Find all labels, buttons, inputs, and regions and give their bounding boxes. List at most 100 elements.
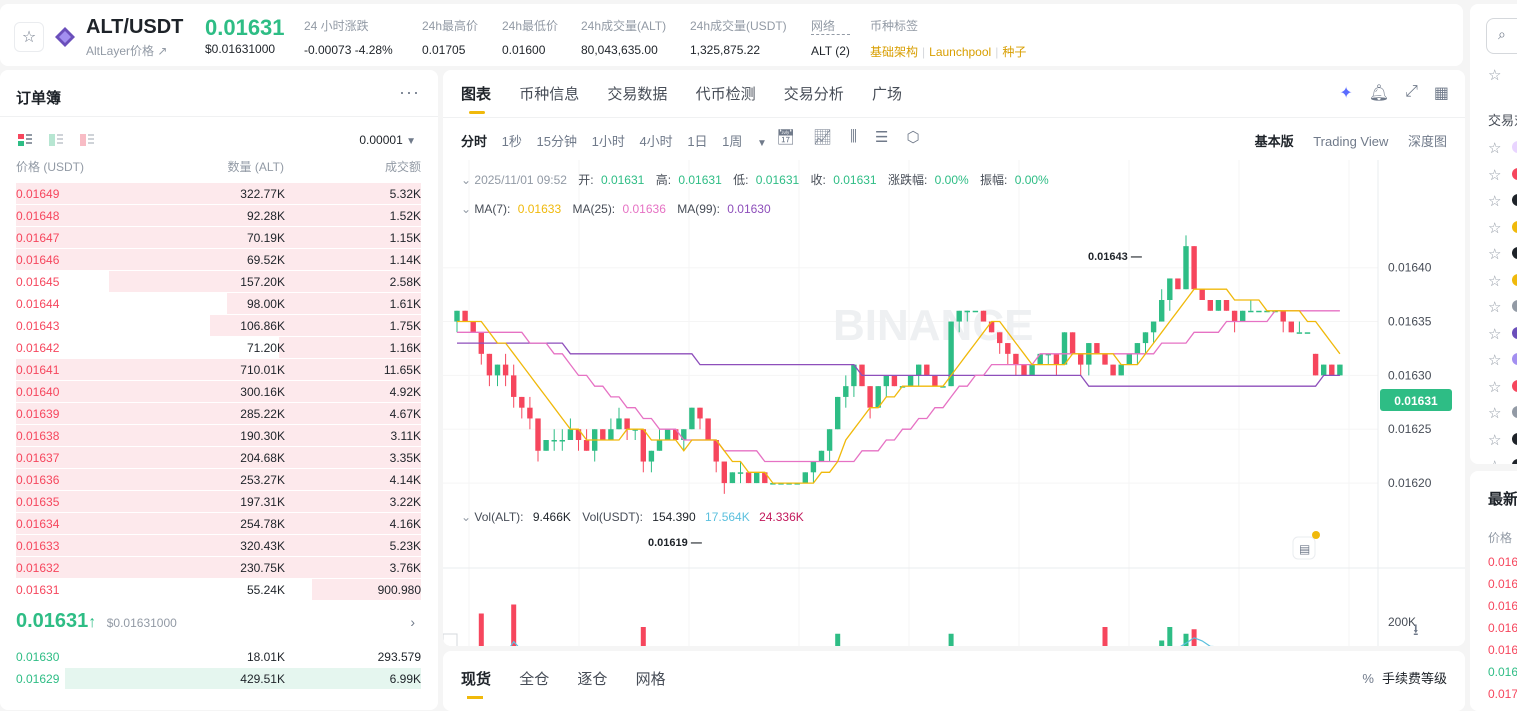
candle-body <box>1078 353 1084 365</box>
tab-cross[interactable]: 全仓 <box>519 671 550 688</box>
bid-row[interactable]: 0.01630 18.01K 293.579 <box>0 646 438 668</box>
tab-trading-data[interactable]: 交易数据 <box>607 86 668 103</box>
tab-coin-info[interactable]: 币种信息 <box>519 86 580 103</box>
pair-coin-icon <box>1512 141 1517 153</box>
tag-launchpool[interactable]: Launchpool <box>929 45 992 59</box>
pair-favorite-star-icon[interactable]: ☆ <box>1488 140 1502 157</box>
ask-row[interactable]: 0.01647 70.19K 1.15K <box>0 227 438 249</box>
candle-body <box>1005 343 1011 354</box>
ask-row[interactable]: 0.01637 204.68K 3.35K <box>0 447 438 469</box>
ask-row[interactable]: 0.01631 55.24K 900.980 <box>0 579 438 601</box>
tab-chart[interactable]: 图表 <box>461 86 492 103</box>
chart-note-icon[interactable]: ▤ <box>1292 531 1320 560</box>
interval-time[interactable]: 分时 <box>461 134 488 149</box>
ask-row[interactable]: 0.01634 254.78K 4.16K <box>0 513 438 535</box>
interval-1s[interactable]: 1秒 <box>501 134 522 149</box>
ask-row[interactable]: 0.01646 69.52K 1.14K <box>0 249 438 271</box>
candle-body <box>875 386 881 408</box>
ask-depth-bar <box>16 183 421 204</box>
candle-body <box>721 461 727 484</box>
scroll-left-icon[interactable]: › <box>443 633 458 646</box>
ask-row[interactable]: 0.01635 197.31K 3.22K <box>0 491 438 513</box>
ask-row[interactable]: 0.01644 98.00K 1.61K <box>0 293 438 315</box>
tab-isolated[interactable]: 逐仓 <box>577 671 608 688</box>
ask-row[interactable]: 0.01648 92.28K 1.52K <box>0 205 438 227</box>
interval-1d[interactable]: 1日 <box>687 134 708 149</box>
pair-favorite-star-icon[interactable]: ☆ <box>1488 457 1501 464</box>
pair-favorite-star-icon[interactable]: ☆ <box>1488 405 1502 422</box>
tab-spot[interactable]: 现货 <box>461 671 492 688</box>
fee-level-link[interactable]: % 手续费等级 <box>1362 671 1447 686</box>
candle-body <box>754 472 760 484</box>
reset-scale-icon[interactable]: ⭳ <box>1413 622 1419 639</box>
ask-row[interactable]: 0.01649 322.77K 5.32K <box>0 183 438 205</box>
bid-row[interactable]: 0.01629 429.51K 6.99K <box>0 668 438 690</box>
tab-square[interactable]: 广场 <box>871 86 902 103</box>
view-tradingview[interactable]: Trading View <box>1313 134 1389 149</box>
ask-row[interactable]: 0.01636 253.27K 4.14K <box>0 469 438 491</box>
ask-row[interactable]: 0.01642 71.20K 1.16K <box>0 337 438 359</box>
ask-total: 1.15K <box>389 231 421 245</box>
ask-row[interactable]: 0.01641 710.01K 11.65K <box>0 359 438 381</box>
ask-depth-bar <box>312 579 421 600</box>
ask-row[interactable]: 0.01639 285.22K 4.67K <box>0 403 438 425</box>
tab-trade-analysis[interactable]: 交易分析 <box>783 86 844 103</box>
stat-network[interactable]: 网络 ALT (2) <box>811 19 850 58</box>
pair-favorite-star-icon[interactable]: ☆ <box>1488 166 1502 184</box>
pair-favorite-star-icon[interactable]: ☆ <box>1488 246 1502 263</box>
calendar-icon[interactable]: 📅︎ <box>776 129 796 146</box>
fullscreen-icon[interactable]: ⤢ <box>1405 83 1418 100</box>
view-basic[interactable]: 基本版 <box>1254 134 1294 149</box>
indicator-icon[interactable]: 📈︎ <box>813 129 833 146</box>
pair-favorite-star-icon[interactable]: ☆ <box>1488 193 1502 210</box>
up-arrow-icon: ↑ <box>88 614 97 631</box>
ask-row[interactable]: 0.01632 230.75K 3.76K <box>0 557 438 579</box>
favorite-star-icon[interactable]: ☆ <box>14 22 44 52</box>
ask-price: 0.01632 <box>16 561 60 575</box>
interval-more-caret-icon[interactable]: ▼ <box>757 138 767 149</box>
interval-1w[interactable]: 1周 <box>722 134 743 149</box>
settings-sliders-icon[interactable]: ☰ <box>875 129 889 146</box>
candlestick-chart[interactable]: 08:0008:1508:3008:4509:0009:1509:3009:45… <box>443 160 1465 646</box>
pair-favorite-star-icon[interactable]: ☆ <box>1488 325 1502 343</box>
pair-coin-icon <box>1512 379 1517 392</box>
market-search-input[interactable] <box>1486 18 1517 54</box>
more-options-icon[interactable]: ··· <box>399 82 420 102</box>
ask-total: 1.14K <box>389 253 421 267</box>
tab-token-check[interactable]: 代币检测 <box>695 86 756 103</box>
pair-favorite-star-icon[interactable]: ☆ <box>1488 378 1502 396</box>
candle-type-icon[interactable]: ⫼ <box>850 128 857 145</box>
ask-row[interactable]: 0.01640 300.16K 4.92K <box>0 381 438 403</box>
pair-favorite-star-icon[interactable]: ☆ <box>1488 352 1502 369</box>
mid-price-row[interactable]: 0.01631↑ $0.01631000 › <box>16 610 421 640</box>
ai-sparkle-icon[interactable]: ✦ <box>1339 85 1353 102</box>
interval-1h[interactable]: 1小时 <box>591 134 625 149</box>
candle-body <box>681 429 687 440</box>
alert-bell-icon[interactable]: 🔔︎ <box>1368 85 1390 102</box>
book-mode-bids-icon[interactable] <box>49 134 63 146</box>
pair-favorite-star-icon[interactable]: ☆ <box>1488 272 1502 290</box>
pair-favorite-star-icon[interactable]: ☆ <box>1488 431 1502 449</box>
tag-seed[interactable]: 种子 <box>1002 45 1027 59</box>
ask-depth-bar <box>16 469 421 490</box>
pair-favorite-star-icon[interactable]: ☆ <box>1488 219 1502 237</box>
ask-row[interactable]: 0.01645 157.20K 2.58K <box>0 271 438 293</box>
interval-15m[interactable]: 15分钟 <box>536 134 577 149</box>
tag-infrastructure[interactable]: 基础架构 <box>870 45 919 59</box>
tick-size-select[interactable]: 0.00001 ▼ <box>359 133 416 147</box>
book-mode-asks-icon[interactable] <box>80 134 94 146</box>
ask-row[interactable]: 0.01643 106.86K 1.75K <box>0 315 438 337</box>
book-mode-both-icon[interactable] <box>18 134 32 146</box>
candle-body <box>1191 246 1197 290</box>
ask-row[interactable]: 0.01633 320.43K 5.23K <box>0 535 438 557</box>
view-depth[interactable]: 深度图 <box>1407 134 1447 149</box>
interval-4h[interactable]: 4小时 <box>639 134 673 149</box>
candle-body <box>1207 300 1213 311</box>
layout-grid-icon[interactable]: ▦ <box>1433 85 1449 102</box>
coin-name-link[interactable]: AltLayer价格 ↗ <box>86 44 168 58</box>
tab-grid[interactable]: 网格 <box>635 671 666 688</box>
depth-toggle-icon[interactable]: ⬡ <box>906 129 920 146</box>
favorites-star-icon[interactable]: ☆ <box>1488 67 1502 84</box>
pair-favorite-star-icon[interactable]: ☆ <box>1488 299 1502 316</box>
ask-row[interactable]: 0.01638 190.30K 3.11K <box>0 425 438 447</box>
